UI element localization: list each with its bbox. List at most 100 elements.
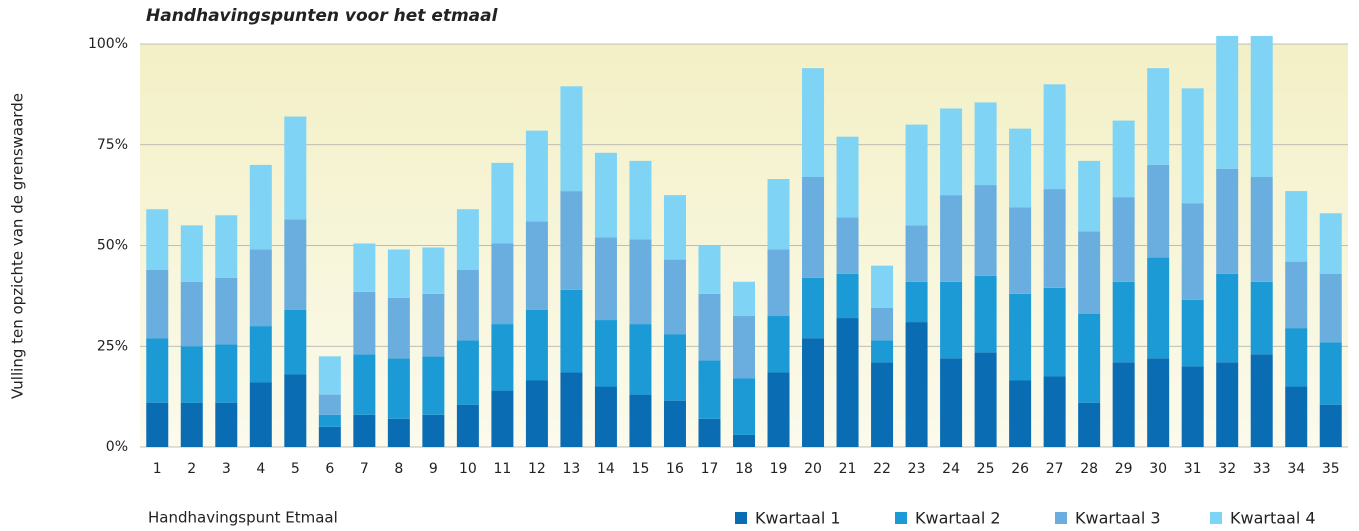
bar-segment [560, 372, 583, 447]
bar-segment [560, 86, 583, 192]
bar-segment [1009, 293, 1032, 381]
bar-segment [767, 372, 790, 447]
x-tick-label: 15 [632, 461, 650, 477]
bar-segment [491, 390, 514, 447]
bar-segment [1285, 328, 1308, 387]
x-tick-label: 5 [291, 461, 300, 477]
x-tick-label: 16 [666, 461, 684, 477]
bar-segment [491, 162, 514, 244]
bar-segment [1147, 358, 1170, 447]
bar-segment [249, 326, 272, 383]
bar-segment [1319, 404, 1342, 447]
x-tick-label: 18 [735, 461, 753, 477]
bar-segment [594, 237, 617, 321]
x-tick-label: 19 [770, 461, 788, 477]
bar-segment [353, 414, 376, 447]
bar-segment [836, 273, 859, 319]
bar-segment [1319, 342, 1342, 405]
bar-segment [974, 185, 997, 276]
bar-segment [387, 249, 410, 298]
bar-segment [1250, 281, 1273, 355]
bar-segment [560, 191, 583, 290]
bar-segment [525, 221, 548, 310]
bar-segment [215, 402, 238, 447]
bar-segment [422, 356, 445, 415]
bar-segment [525, 309, 548, 381]
bar-segment [698, 293, 721, 361]
bar-segment [1147, 164, 1170, 258]
bar-segment [284, 219, 307, 310]
bar-segment [629, 239, 652, 325]
x-tick-label: 11 [493, 461, 511, 477]
bar-segment [1216, 168, 1239, 274]
bar-segment [871, 340, 894, 363]
x-tick-label: 24 [942, 461, 960, 477]
bar-segment [629, 394, 652, 447]
x-tick-label: 21 [839, 461, 857, 477]
bar-segment [525, 130, 548, 222]
x-tick-label: 8 [394, 461, 403, 477]
bar-segment [974, 275, 997, 353]
legend-swatch [1210, 512, 1222, 524]
bar-segment [871, 265, 894, 308]
bar-segment [594, 386, 617, 447]
y-tick-label: 25% [97, 338, 128, 354]
bar-segment [836, 318, 859, 447]
bar-segment [215, 277, 238, 345]
x-tick-label: 10 [459, 461, 477, 477]
bar-segment [871, 307, 894, 341]
x-tick-label: 31 [1184, 461, 1202, 477]
bar-segment [629, 324, 652, 395]
bar-segment [422, 247, 445, 294]
bar-segment [594, 152, 617, 238]
x-tick-label: 34 [1287, 461, 1305, 477]
bar-segment [940, 195, 963, 282]
bar-segment [422, 414, 445, 447]
bar-segment [663, 334, 686, 401]
x-axis-label: Handhavingspunt Etmaal [148, 509, 338, 527]
bar-segment [698, 360, 721, 419]
bar-segment [1285, 261, 1308, 329]
bar-segment [802, 338, 825, 447]
bar-segment [1319, 273, 1342, 343]
bar-segment [1250, 176, 1273, 282]
bar-segment [698, 245, 721, 294]
bar-segment [491, 243, 514, 325]
bar-segment [1043, 376, 1066, 447]
bar-segment [905, 322, 928, 447]
x-tick-label: 17 [701, 461, 719, 477]
bar-segment [733, 378, 755, 435]
bar-segment [249, 382, 272, 447]
legend-label: Kwartaal 1 [755, 509, 841, 528]
x-tick-label: 23 [908, 461, 926, 477]
bar-segment [974, 102, 997, 186]
x-tick-label: 7 [360, 461, 369, 477]
bar-segment [146, 269, 169, 339]
bar-segment [1112, 197, 1135, 282]
bar-segment [249, 164, 272, 250]
bar-segment [180, 225, 203, 282]
bar-segment [456, 340, 479, 405]
bar-segment [387, 358, 410, 419]
bar-segment [871, 362, 894, 447]
bar-segment [767, 179, 790, 250]
x-tick-label: 30 [1149, 461, 1167, 477]
bar-segment [594, 320, 617, 387]
bar-segment [1043, 287, 1066, 377]
x-tick-label: 4 [256, 461, 265, 477]
bar-segment [1250, 354, 1273, 447]
bar-segment [1078, 314, 1101, 403]
bar-segment [180, 402, 203, 447]
bar-segment [802, 277, 825, 339]
bar-segment [284, 374, 307, 447]
bar-segment [1181, 88, 1204, 204]
x-tick-label: 35 [1322, 461, 1340, 477]
bar-segment [1216, 362, 1239, 447]
x-tick-label: 32 [1218, 461, 1236, 477]
bar-segment [1216, 273, 1239, 363]
bar-segment [836, 136, 859, 218]
bar-segment [353, 291, 376, 355]
bar-segment [1009, 380, 1032, 447]
bar-segment [1078, 231, 1101, 315]
